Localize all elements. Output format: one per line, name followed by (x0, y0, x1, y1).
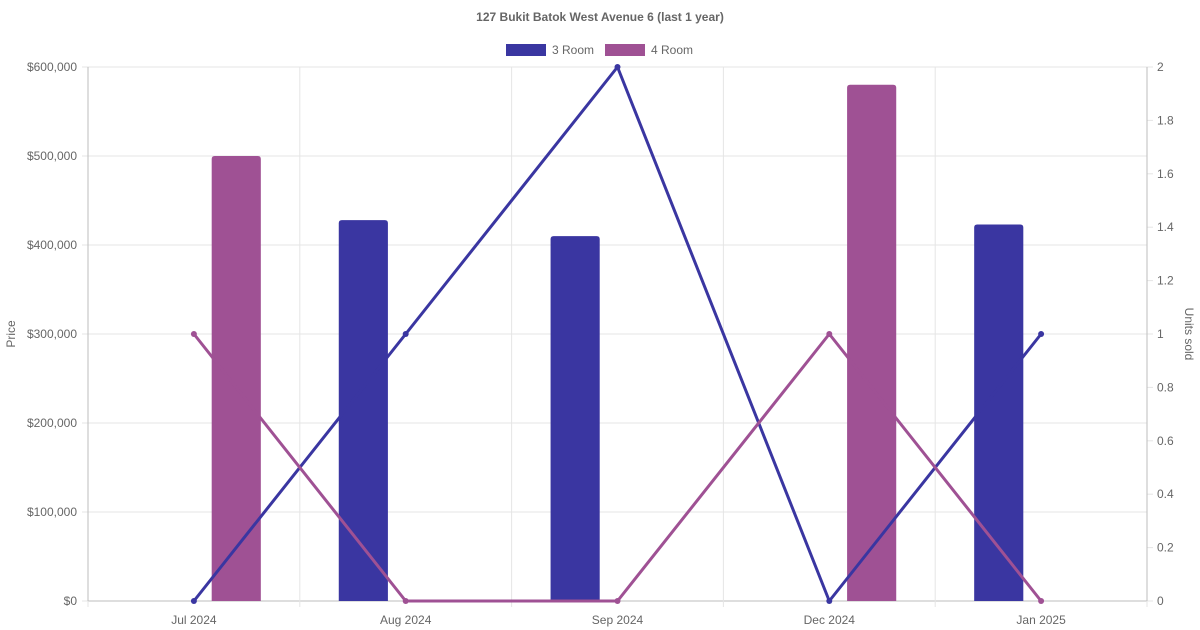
chart-title: 127 Bukit Batok West Avenue 6 (last 1 ye… (476, 10, 724, 24)
bars (211, 84, 1024, 602)
right-axis-ticks: 0 0.2 0.4 0.6 0.8 1 1.2 1.4 1.6 1.8 2 (1157, 60, 1174, 608)
legend-swatch-4-room (605, 44, 645, 56)
point-4-room[interactable] (826, 331, 833, 337)
point-4-room[interactable] (190, 331, 197, 337)
right-tick-label: 0.8 (1157, 380, 1174, 394)
left-axis-title: Price (4, 320, 18, 348)
legend-swatch-3-room (506, 44, 546, 56)
point-3-room[interactable] (402, 331, 409, 337)
left-tick-label: $200,000 (27, 416, 77, 430)
right-axis-title: Units sold (1182, 308, 1196, 361)
x-tick-label: Jan 2025 (1016, 613, 1066, 627)
x-tick-label: Dec 2024 (804, 613, 856, 627)
right-tick-label: 1.6 (1157, 167, 1174, 181)
right-tick-label: 1 (1157, 327, 1164, 341)
x-tick-label: Aug 2024 (380, 613, 432, 627)
right-tick-label: 2 (1157, 60, 1164, 74)
point-4-room[interactable] (1038, 598, 1045, 604)
left-axis-ticks: $0 $100,000 $200,000 $300,000 $400,000 $500,0… (27, 60, 77, 608)
point-3-room[interactable] (614, 64, 621, 70)
legend-label-3-room: 3 Room (552, 43, 594, 57)
line-4-room (192, 332, 1043, 603)
left-tick-label: $600,000 (27, 60, 77, 74)
x-tick-label: Jul 2024 (171, 613, 217, 627)
legend-item-3-room[interactable]: 3 Room (506, 43, 594, 57)
right-tick-label: 1.4 (1157, 220, 1174, 234)
left-tick-label: $500,000 (27, 149, 77, 163)
x-axis-ticks: Jul 2024 Aug 2024 Sep 2024 Dec 2024 Jan 2025 (171, 613, 1066, 627)
point-3-room[interactable] (190, 598, 197, 604)
left-tick-label: $0 (64, 594, 78, 608)
right-tick-label: 1.2 (1157, 274, 1174, 288)
right-tick-label: 0.4 (1157, 487, 1174, 501)
point-3-room[interactable] (1038, 331, 1045, 337)
bar-3-room[interactable] (974, 224, 1024, 601)
legend-label-4-room: 4 Room (651, 43, 693, 57)
legend-item-4-room[interactable]: 4 Room (605, 43, 693, 57)
legend: 3 Room 4 Room (506, 43, 693, 57)
bar-3-room[interactable] (550, 236, 600, 601)
bar-3-room[interactable] (338, 220, 388, 601)
lines (190, 64, 1045, 604)
point-4-room[interactable] (402, 598, 409, 604)
left-tick-label: $100,000 (27, 505, 77, 519)
bar-4-room[interactable] (847, 84, 897, 602)
right-tick-label: 0 (1157, 594, 1164, 608)
left-tick-label: $300,000 (27, 327, 77, 341)
point-3-room[interactable] (826, 598, 833, 604)
bar-4-room[interactable] (211, 156, 261, 601)
right-tick-label: 1.8 (1157, 113, 1174, 127)
x-tick-label: Sep 2024 (592, 613, 644, 627)
right-tick-label: 0.2 (1157, 541, 1174, 555)
right-tick-label: 0.6 (1157, 434, 1174, 448)
left-tick-label: $400,000 (27, 238, 77, 252)
point-4-room[interactable] (614, 598, 621, 604)
